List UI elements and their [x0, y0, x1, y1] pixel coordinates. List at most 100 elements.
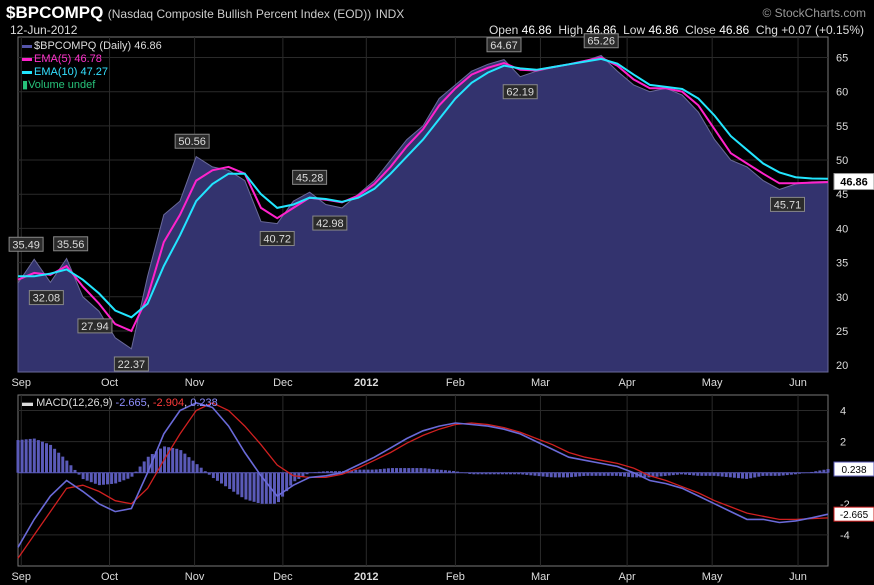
histogram-bar — [130, 472, 134, 477]
histogram-bar — [553, 472, 557, 478]
histogram-bar — [321, 471, 325, 473]
annotation-text: 35.49 — [12, 239, 40, 251]
ema5-swatch-icon — [22, 57, 32, 61]
histogram-bar — [606, 472, 610, 476]
histogram-bar — [456, 471, 460, 473]
open-label: Open — [488, 23, 519, 37]
histogram-bar — [594, 472, 598, 476]
histogram-bar — [36, 440, 40, 473]
legend-ema5: EMA(5) 46.78 — [22, 53, 162, 66]
histogram-bar — [712, 472, 716, 476]
high-label: High — [558, 23, 584, 37]
histogram-bar — [285, 472, 289, 492]
histogram-bar — [211, 472, 215, 479]
histogram-bar — [57, 452, 61, 473]
histogram-bar — [89, 472, 93, 483]
histogram-bar — [126, 472, 130, 479]
annotation-box — [292, 169, 328, 185]
annotation-text: 45.28 — [296, 172, 324, 184]
histogram-bar — [561, 472, 565, 478]
histogram-bar — [171, 448, 175, 473]
histogram-bar — [789, 472, 793, 475]
histogram-bar — [378, 469, 382, 473]
price-x-tick: 2012 — [354, 377, 378, 389]
histogram-bar — [745, 472, 749, 479]
price-y-tick: 45 — [836, 189, 848, 201]
close-value: 46.86 — [719, 23, 750, 37]
histogram-bar — [390, 468, 394, 473]
histogram-bar — [472, 472, 476, 475]
macd-swatch-icon: ▬ — [22, 397, 37, 409]
macd-frame — [17, 394, 829, 567]
histogram-bar — [496, 472, 500, 475]
histogram-bar — [692, 472, 696, 476]
histogram-bar — [659, 472, 663, 477]
histogram-bar — [423, 468, 427, 473]
value-annotation: 22.37 — [113, 356, 149, 372]
histogram-bar — [419, 468, 423, 473]
value-annotation: 65.26 — [583, 33, 619, 49]
low-value: 46.86 — [648, 23, 679, 37]
histogram-bar — [403, 468, 407, 473]
histogram-bar — [610, 472, 614, 476]
price-x-tick: May — [702, 377, 723, 389]
histogram-bar — [443, 470, 447, 473]
macd-last-tag — [833, 461, 874, 477]
value-annotation: 40.72 — [259, 231, 295, 247]
description-label: (Nasdaq Composite Bullish Percent Index … — [107, 7, 372, 21]
histogram-bar — [407, 468, 411, 473]
price-area — [17, 54, 829, 373]
chg-label: Chg — [755, 23, 778, 37]
histogram-bar — [61, 456, 65, 473]
histogram-bar — [374, 469, 378, 473]
price-y-tick: 20 — [836, 360, 848, 372]
price-y-tick: 55 — [836, 121, 848, 133]
annotation-text: 62.19 — [506, 87, 534, 99]
macd-line — [17, 401, 829, 548]
legend-ema5-text: EMA(5) 46.78 — [34, 53, 102, 65]
histogram-bar — [720, 472, 724, 477]
exchange-label: INDX — [375, 7, 405, 21]
annotation-text: 32.08 — [33, 293, 61, 305]
histogram-bar — [570, 472, 574, 478]
histogram-bar — [77, 472, 81, 475]
histogram-bar — [622, 472, 626, 477]
histogram-bar — [199, 467, 203, 473]
histogram-bar — [643, 472, 647, 478]
histogram-bar — [614, 472, 618, 476]
price-panel: 20 25 30 35 40 45 50 55 60 65 Sep Oct Nov Dec 2012 Feb M… — [8, 33, 874, 389]
low-label: Low — [623, 23, 646, 37]
value-annotation: 32.08 — [28, 290, 64, 306]
value-annotation: 64.67 — [486, 37, 522, 53]
histogram-bar — [488, 472, 492, 475]
histogram-bar — [480, 472, 484, 475]
histogram-bar — [431, 469, 435, 473]
close-label: Close — [685, 23, 716, 37]
macd-x-tick: Feb — [446, 571, 465, 583]
histogram-bar — [525, 472, 529, 475]
histogram-bar — [228, 472, 232, 489]
histogram-bar — [277, 472, 281, 503]
histogram-bar — [386, 468, 390, 473]
histogram-bar — [395, 468, 399, 473]
histogram-bar — [708, 472, 712, 476]
value-annotation: 45.71 — [770, 196, 805, 212]
histogram-bar — [814, 471, 818, 473]
histogram-bar — [517, 472, 521, 475]
histogram-bar — [154, 451, 158, 473]
histogram-bar — [175, 448, 179, 473]
last-value-tag — [833, 173, 874, 191]
histogram-bar — [688, 472, 692, 475]
annotation-text: 22.37 — [118, 359, 146, 371]
histogram-bar — [484, 472, 488, 475]
macd-x-tick: Apr — [619, 571, 636, 583]
histogram-bar — [500, 472, 504, 475]
histogram-bar — [220, 472, 224, 484]
macd-x-tick: Mar — [531, 571, 550, 583]
histogram-bar — [631, 472, 635, 478]
histogram-bar — [639, 472, 643, 478]
histogram-bar — [529, 472, 533, 476]
histogram-bar — [16, 440, 20, 473]
value-annotation: 27.94 — [77, 318, 113, 334]
